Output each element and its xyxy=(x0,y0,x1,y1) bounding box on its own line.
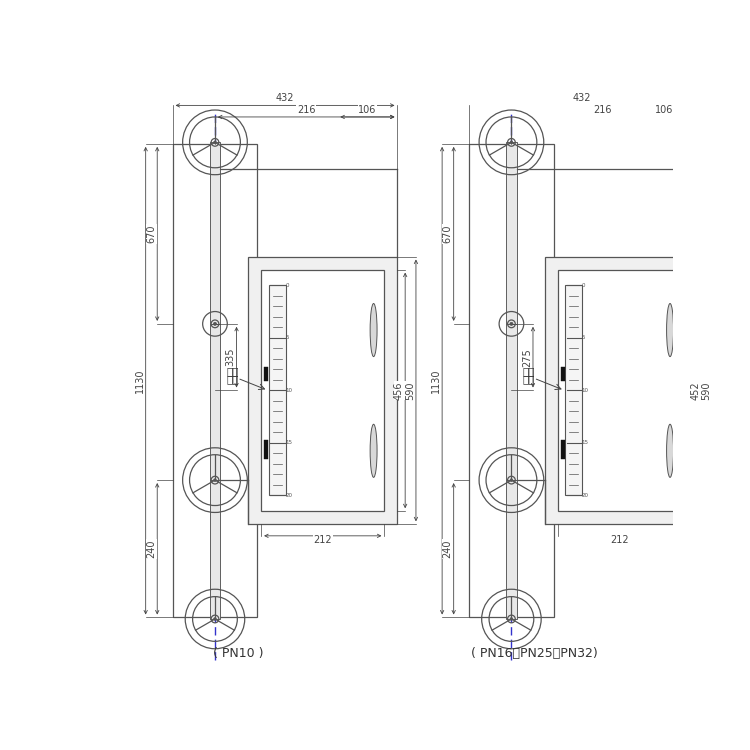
Text: 标尺: 标尺 xyxy=(523,366,536,376)
Ellipse shape xyxy=(667,304,674,356)
Text: 5: 5 xyxy=(285,335,289,340)
Bar xyxy=(209,480,220,619)
Bar xyxy=(544,256,694,524)
Text: 590: 590 xyxy=(701,381,711,400)
Text: 240: 240 xyxy=(442,539,452,558)
Text: 5: 5 xyxy=(582,335,585,340)
Bar xyxy=(264,440,268,458)
Circle shape xyxy=(510,141,513,144)
Circle shape xyxy=(214,322,217,326)
Circle shape xyxy=(214,618,216,620)
Text: 452: 452 xyxy=(691,381,700,400)
Ellipse shape xyxy=(370,304,377,356)
Text: 20: 20 xyxy=(582,493,589,498)
Text: 216: 216 xyxy=(297,105,316,115)
Text: 零点: 零点 xyxy=(523,374,536,384)
Text: 0: 0 xyxy=(582,283,585,288)
Bar xyxy=(561,440,565,458)
Bar xyxy=(566,286,582,496)
Circle shape xyxy=(510,322,513,326)
Text: 216: 216 xyxy=(593,105,612,115)
Text: 106: 106 xyxy=(655,105,673,115)
Bar xyxy=(469,144,554,617)
Bar xyxy=(268,286,286,496)
Bar xyxy=(172,144,257,617)
Circle shape xyxy=(510,478,513,482)
Text: 670: 670 xyxy=(146,224,156,243)
Text: 20: 20 xyxy=(285,493,292,498)
Text: 212: 212 xyxy=(610,535,628,545)
Circle shape xyxy=(214,141,216,144)
Bar xyxy=(209,324,220,480)
Text: 106: 106 xyxy=(358,105,376,115)
Text: 1130: 1130 xyxy=(431,368,441,393)
Text: 240: 240 xyxy=(146,539,156,558)
Bar xyxy=(264,367,268,380)
Ellipse shape xyxy=(667,424,674,478)
Bar xyxy=(506,480,517,619)
Bar xyxy=(209,142,220,324)
Bar xyxy=(506,142,517,324)
Bar xyxy=(248,256,398,524)
Bar xyxy=(261,270,384,512)
Text: 10: 10 xyxy=(285,388,292,393)
Text: 零点: 零点 xyxy=(226,374,239,384)
Ellipse shape xyxy=(370,424,377,478)
Text: 456: 456 xyxy=(394,381,404,400)
Text: 275: 275 xyxy=(522,348,532,367)
Text: 212: 212 xyxy=(314,535,332,545)
Text: 15: 15 xyxy=(582,440,589,446)
Text: 15: 15 xyxy=(285,440,292,446)
Text: 432: 432 xyxy=(276,93,294,103)
Text: 590: 590 xyxy=(405,381,415,400)
Text: ( PN10 ): ( PN10 ) xyxy=(213,647,263,660)
Circle shape xyxy=(510,618,513,620)
Text: 670: 670 xyxy=(442,224,452,243)
Text: ( PN16、PN25、PN32): ( PN16、PN25、PN32) xyxy=(471,647,598,660)
Bar xyxy=(557,270,681,512)
Circle shape xyxy=(214,478,216,482)
Text: 10: 10 xyxy=(582,388,589,393)
Text: 432: 432 xyxy=(572,93,591,103)
Text: 0: 0 xyxy=(285,283,289,288)
Bar xyxy=(506,324,517,480)
Text: 标尺: 标尺 xyxy=(226,366,239,376)
Text: 335: 335 xyxy=(225,348,236,367)
Text: 1130: 1130 xyxy=(134,368,145,393)
Bar xyxy=(561,367,565,380)
